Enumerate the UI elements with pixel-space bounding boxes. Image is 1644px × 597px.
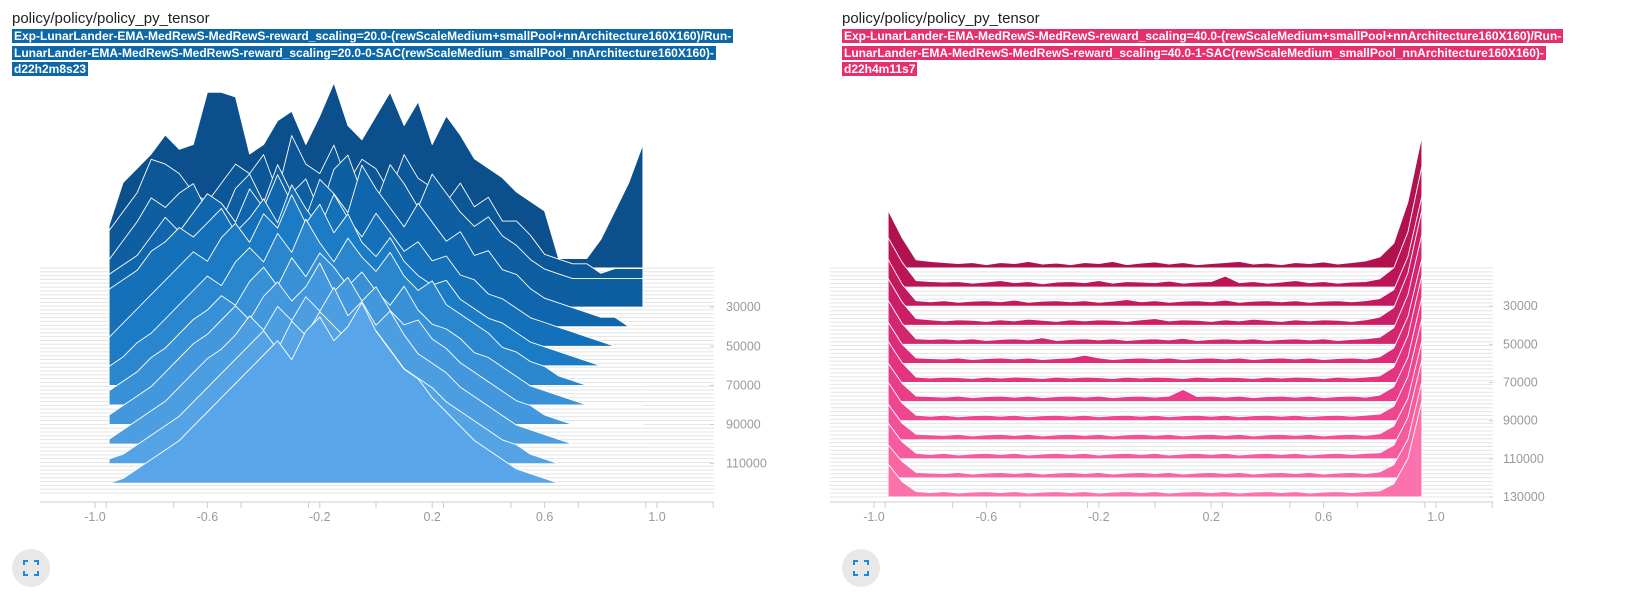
histogram-panel-right: -1.0 -0.6 -0.2 0.2 0.6 1.0 30000 50000 70000 9000… [830,0,1620,597]
x-tick-label: -1.0 [863,510,885,524]
histogram-series-70000 [887,274,1423,383]
y-tick-label: 90000 [726,418,761,432]
histogram-panel-left: -1.0 -0.6 -0.2 0.2 0.6 1.0 30000 50000 70000 9000… [0,0,790,597]
histogram-series-20000 [887,165,1423,288]
y-tick-label: 50000 [726,339,761,353]
y-tick-label: 90000 [1503,414,1538,428]
x-tick-label: 0.6 [1315,510,1332,524]
run-label: Exp-LunarLander-EMA-MedRewS-MedRewS-rewa… [12,28,747,78]
expand-button[interactable] [12,549,50,587]
run-label-text: Exp-LunarLander-EMA-MedRewS-MedRewS-rewa… [842,29,1564,76]
histogram-series-group [887,135,1423,498]
y-tick-label: 30000 [1503,299,1538,313]
x-tick-label: 0.6 [536,510,553,524]
x-tick-label: -0.2 [1088,510,1110,524]
histogram-series-40000 [887,209,1423,326]
run-label: Exp-LunarLander-EMA-MedRewS-MedRewS-rewa… [842,28,1577,78]
x-tick-label: -0.6 [197,510,219,524]
panel-title: policy/policy/policy_py_tensor [842,10,1040,27]
histogram-chart-left: -1.0 -0.6 -0.2 0.2 0.6 1.0 30000 50000 70000 9000… [40,82,767,524]
fullscreen-icon [23,560,39,576]
histogram-series-50000 [887,233,1423,345]
histogram-chart-right: -1.0 -0.6 -0.2 0.2 0.6 1.0 30000 50000 70000 9000… [830,135,1545,524]
histogram-series-110000 [887,359,1423,460]
expand-button[interactable] [842,549,880,587]
histogram-series-60000 [887,258,1423,364]
x-tick-label: 0.2 [1203,510,1220,524]
histogram-series-120000 [108,302,644,484]
y-tick-label: 110000 [726,457,767,471]
y-tick-label: 50000 [1503,337,1538,351]
x-tick-label: 1.0 [648,510,665,524]
y-tick-label: 130000 [1503,490,1545,504]
histogram-series-130000 [887,400,1423,498]
histogram-series-group [108,82,644,484]
histogram-series-80000 [887,296,1423,403]
y-tick-label: 110000 [1503,452,1544,466]
x-tick-label: -0.2 [309,510,331,524]
histogram-series-100000 [887,340,1423,441]
run-label-text: Exp-LunarLander-EMA-MedRewS-MedRewS-rewa… [12,29,734,76]
histogram-series-120000 [887,381,1423,479]
panel-title: policy/policy/policy_py_tensor [12,10,210,27]
histogram-series-10000 [887,135,1423,269]
fullscreen-icon [853,560,869,576]
x-tick-label: -1.0 [84,510,106,524]
x-tick-label: 0.2 [424,510,441,524]
y-tick-label: 70000 [726,378,761,392]
y-tick-label: 30000 [726,300,761,314]
histogram-series-90000 [887,318,1423,422]
histogram-series-30000 [887,195,1423,307]
x-tick-label: -0.6 [976,510,998,524]
x-tick-label: 1.0 [1427,510,1444,524]
y-tick-label: 70000 [1503,376,1538,390]
